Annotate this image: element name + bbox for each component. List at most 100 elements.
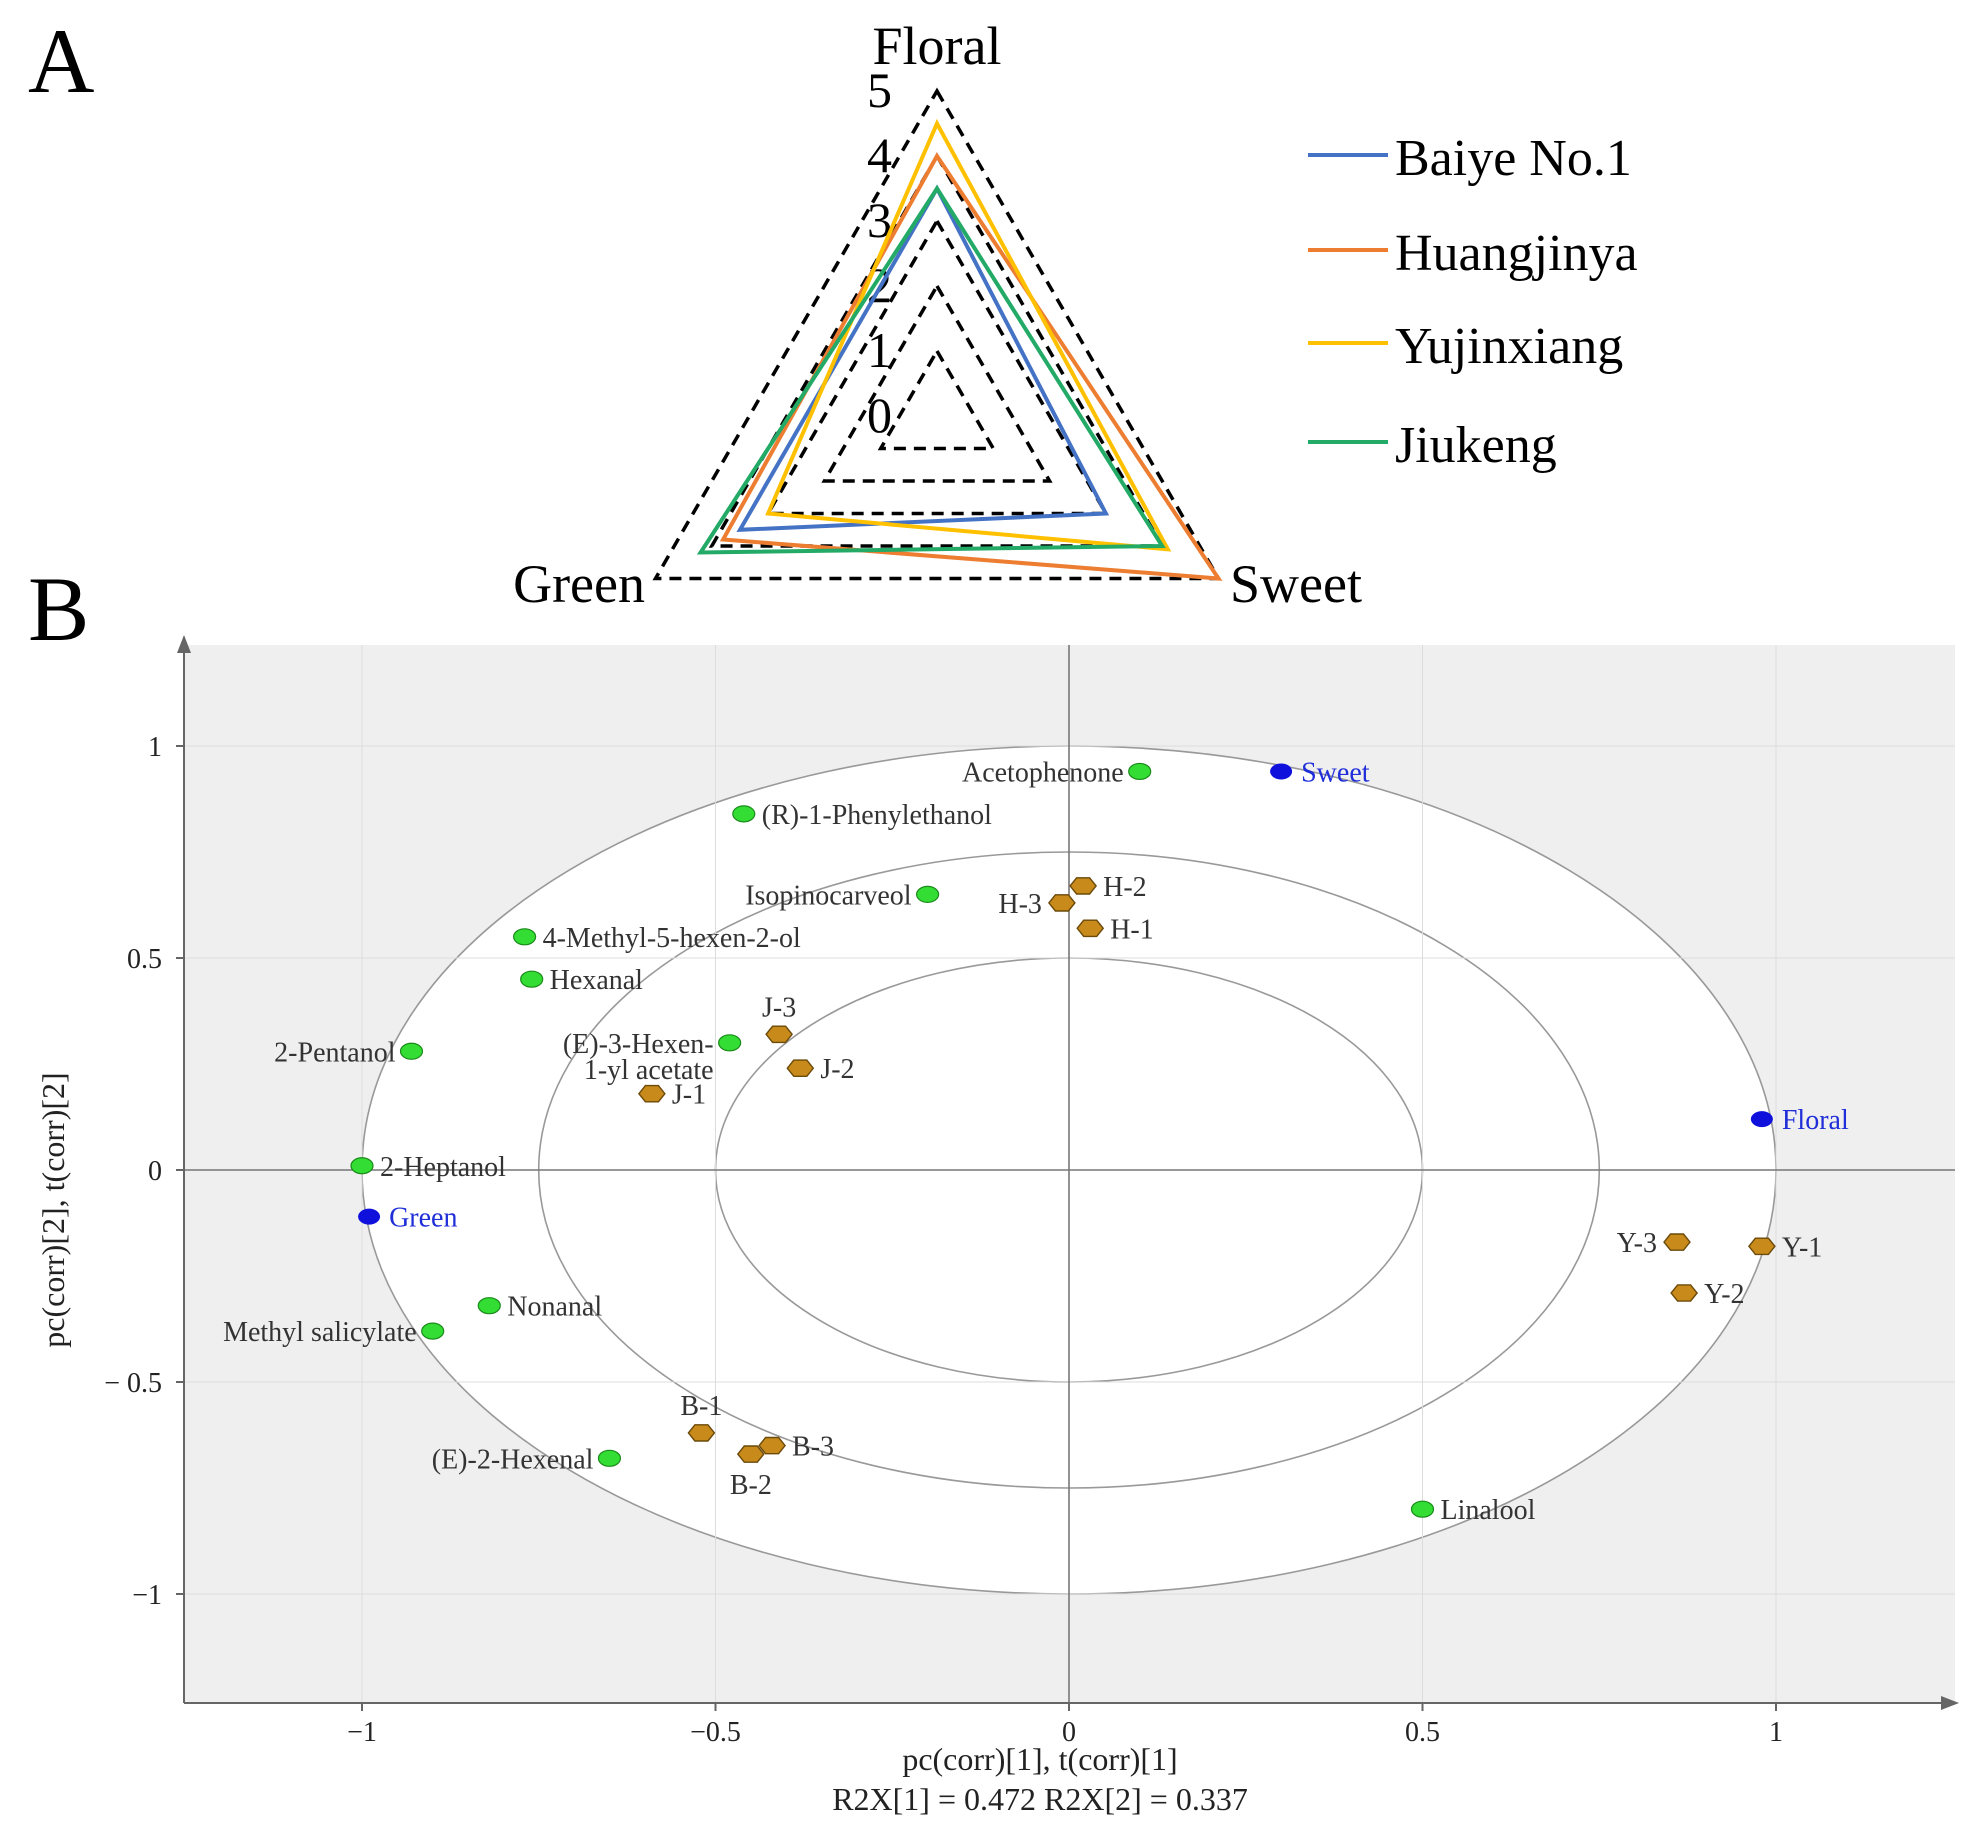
radar-scale-tick-5: 5 [867, 62, 892, 118]
radar-series-baiye-no-1 [736, 184, 1110, 532]
sample-label-j-2: J-2 [820, 1054, 854, 1085]
sample-label-h-3: H-3 [998, 889, 1042, 920]
y-axis-arrow [177, 635, 191, 653]
sample-point-j-1 [638, 1084, 666, 1103]
compound-point-4-methyl-5-hexen-2-ol [513, 928, 537, 946]
y-tick-label: −1 [132, 1580, 162, 1611]
compound-label-4-methyl-5-hexen-2-ol: 4-Methyl-5-hexen-2-ol [543, 923, 801, 954]
y-tick-label: − 0.5 [104, 1368, 162, 1399]
legend-item-huangjinya[interactable]: Huangjinya [1308, 225, 1638, 282]
sample-label-h-1: H-1 [1110, 914, 1154, 945]
sample-label-y-1: Y-1 [1782, 1232, 1822, 1263]
radar-axis-label-sweet: Sweet [1230, 554, 1362, 614]
x-tick-label: 1 [1769, 1717, 1783, 1748]
compound-label-acetophenone: Acetophenone [962, 757, 1124, 788]
legend-item-yujinxiang[interactable]: Yujinxiang [1308, 318, 1623, 375]
y-tick-label: 1 [148, 732, 162, 763]
x-tick-label: 0.5 [1405, 1717, 1440, 1748]
compound-label-isopinocarveol: Isopinocarveol [745, 880, 912, 911]
radar-axis-label-green: Green [513, 554, 645, 614]
legend-item-jiukeng[interactable]: Jiukeng [1308, 417, 1557, 474]
radar-grid-level-3 [765, 217, 1109, 516]
compound-point-2-pentanol [399, 1042, 424, 1060]
correlation-loading-plot: −1 −0.5 0 0.5 1 1 0.5 0 − 0.5 −1 Acetophenone (R)-1… [104, 635, 1959, 1748]
r2x-footer: R2X[1] = 0.472 R2X[2] = 0.337 [832, 1781, 1248, 1817]
x-axis-title: pc(corr)[1], t(corr)[1] [902, 1741, 1177, 1777]
compound-label-r-1-phenylethanol: (R)-1-Phenylethanol [762, 800, 992, 831]
attribute-label-green: Green [389, 1203, 457, 1234]
legend-label-jiukeng: Jiukeng [1395, 417, 1557, 474]
radar-grid-level-4 [708, 152, 1166, 548]
attribute-label-sweet: Sweet [1301, 757, 1370, 788]
compound-point-acetophenone [1128, 762, 1152, 781]
attribute-point-floral [1750, 1111, 1773, 1128]
attribute-point-sweet [1270, 763, 1293, 780]
sample-label-j-3: J-3 [762, 992, 796, 1023]
sample-point-y-3 [1663, 1233, 1691, 1251]
x-tick-label: −1 [347, 1717, 377, 1748]
radar-grid-level-2 [821, 282, 1053, 483]
sample-label-y-3: Y-3 [1617, 1228, 1657, 1259]
legend-label-yujinxiang: Yujinxiang [1395, 318, 1623, 375]
compound-point-e-2-hexenal [597, 1449, 622, 1467]
radar-scale-tick-0: 0 [867, 387, 892, 443]
compound-point-isopinocarveol [915, 885, 940, 904]
y-tick-label: 0.5 [127, 944, 162, 975]
panel-label-a: A [28, 10, 94, 112]
attribute-label-floral: Floral [1782, 1105, 1849, 1136]
sample-label-b-3: B-3 [792, 1432, 834, 1463]
sample-point-y-1 [1748, 1237, 1776, 1256]
radar-grid-level-1 [877, 347, 997, 451]
compound-label-nonanal: Nonanal [507, 1292, 602, 1323]
sample-label-j-1: J-1 [672, 1080, 706, 1111]
radar-scale-tick-4: 4 [867, 127, 892, 183]
sample-point-b-2 [736, 1445, 765, 1463]
sample-point-j-3 [765, 1025, 793, 1044]
radar-grid-level-5 [652, 87, 1222, 581]
radar-series-huangjinya [719, 152, 1223, 581]
sample-point-y-2 [1670, 1284, 1698, 1302]
compound-label-e-2-hexenal: (E)-2-Hexenal [432, 1444, 594, 1475]
compound-point-2-heptanol [350, 1157, 374, 1175]
compound-label-2-heptanol: 2-Heptanol [380, 1152, 506, 1183]
sample-label-b-2: B-2 [730, 1470, 772, 1501]
radar-scale-tick-1: 1 [867, 322, 892, 378]
compound-point-r-1-phenylethanol [732, 805, 756, 823]
radar-series-jiukeng [696, 184, 1166, 555]
compound-point-methyl-salicylate [421, 1322, 445, 1340]
compound-point-nonanal [477, 1297, 501, 1315]
sample-label-b-1: B-1 [680, 1391, 722, 1422]
y-axis-title: pc(corr)[2], t(corr)[2] [35, 1072, 71, 1347]
sample-point-h-3 [1048, 894, 1076, 912]
x-tick-label: −0.5 [690, 1717, 741, 1748]
compound-point-hexanal [520, 970, 544, 988]
legend-item-baiye[interactable]: Baiye No.1 [1308, 130, 1632, 187]
radar-axis-label-floral: Floral [873, 16, 1002, 76]
compound-label-extra: 1-yl acetate [584, 1055, 714, 1086]
legend-label-huangjinya: Huangjinya [1395, 225, 1638, 282]
compound-label-2-pentanol: 2-Pentanol [274, 1037, 396, 1068]
radar-legend: Baiye No.1 Huangjinya Yujinxiang Jiukeng [1308, 130, 1638, 474]
sample-label-h-2: H-2 [1103, 872, 1147, 903]
compound-point-linalool [1410, 1500, 1435, 1518]
x-axis-arrow [1941, 1696, 1959, 1710]
legend-label-baiye: Baiye No.1 [1395, 130, 1632, 187]
sample-point-b-1 [687, 1424, 716, 1442]
compound-label-linalool: Linalool [1441, 1495, 1536, 1526]
sample-point-h-2 [1069, 877, 1097, 895]
compound-label-methyl-salicylate: Methyl salicylate [223, 1317, 417, 1348]
panel-label-b: B [28, 558, 89, 660]
y-tick-label: 0 [148, 1156, 162, 1187]
sample-point-j-2 [786, 1059, 815, 1078]
compound-label-e-3-hexen: (E)-3-Hexen- [563, 1029, 714, 1060]
x-tick-label: 0 [1062, 1717, 1076, 1748]
attribute-point-green [358, 1208, 381, 1225]
radar-series-yujinxiang [765, 118, 1172, 552]
sample-point-h-1 [1076, 919, 1105, 938]
compound-label-hexanal: Hexanal [550, 965, 644, 996]
sample-point-b-3 [758, 1436, 786, 1455]
compound-point-e-3-hexen [718, 1034, 742, 1052]
sample-label-y-2: Y-2 [1704, 1279, 1744, 1310]
